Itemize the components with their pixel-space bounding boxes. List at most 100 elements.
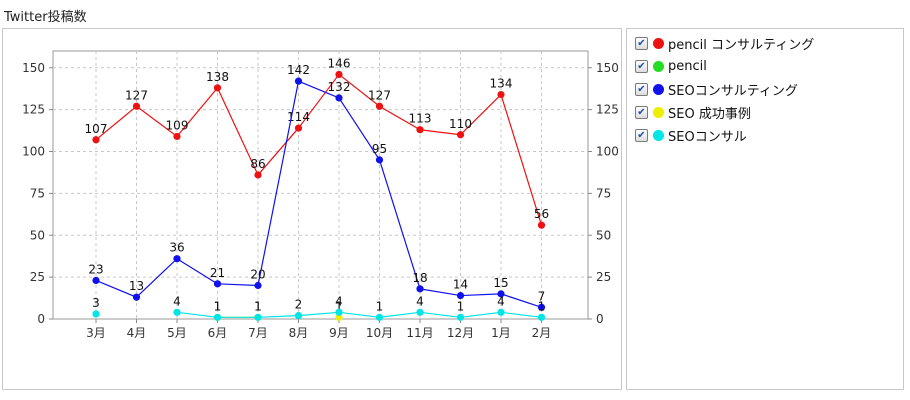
series-line-segment	[379, 311, 421, 318]
data-label: 114	[287, 110, 310, 124]
page-title: Twitter投稿数	[4, 10, 87, 25]
x-tick-label: 7月	[248, 326, 268, 340]
data-label: 86	[250, 157, 265, 171]
x-tick-label: 1月	[491, 326, 511, 340]
data-point	[254, 313, 262, 321]
legend-label: SEOコンサル	[668, 130, 747, 145]
data-label: 4	[497, 294, 505, 308]
series-line-segment	[500, 94, 543, 226]
data-label: 113	[409, 112, 432, 126]
x-tick-label: 4月	[127, 326, 147, 340]
data-label: 134	[490, 77, 513, 91]
y-tick-label-right: 150	[596, 61, 619, 75]
series-line-segment	[460, 293, 502, 297]
data-point	[537, 221, 546, 229]
data-point	[213, 84, 222, 92]
legend-item[interactable]: ✔ SEOコンサルティング	[635, 78, 903, 101]
data-label: 1	[457, 299, 465, 313]
data-label: 1	[214, 299, 222, 313]
series-line-segment	[419, 288, 461, 297]
series-line-segment	[176, 87, 218, 137]
series-line-segment	[419, 311, 461, 318]
x-tick-label: 11月	[406, 326, 433, 340]
data-point	[497, 290, 505, 298]
data-point	[335, 313, 343, 321]
series-line-segment	[338, 311, 380, 318]
data-label: 1	[254, 299, 262, 313]
y-tick-label-right: 25	[596, 270, 611, 284]
data-label: 36	[169, 241, 184, 255]
legend-color-dot-icon	[653, 107, 664, 118]
data-point	[456, 131, 465, 139]
data-point	[173, 255, 181, 263]
legend-color-dot-icon	[653, 38, 664, 49]
data-label: 1	[376, 299, 384, 313]
y-tick-label-left: 150	[22, 61, 45, 75]
data-point	[132, 102, 141, 110]
data-point	[213, 313, 222, 321]
y-tick-label-right: 75	[596, 186, 611, 200]
legend-item[interactable]: ✔ SEO 成功事例	[635, 101, 903, 124]
data-point	[416, 126, 424, 134]
data-label: 15	[493, 276, 508, 290]
data-point	[294, 312, 303, 320]
legend-item[interactable]: ✔ pencil コンサルティング	[635, 32, 903, 55]
data-point	[213, 280, 222, 288]
data-point	[92, 136, 100, 144]
data-point	[294, 77, 303, 85]
legend-checkbox[interactable]: ✔	[635, 37, 648, 50]
data-point	[537, 303, 546, 311]
x-tick-label: 5月	[167, 326, 187, 340]
legend-list: ✔ pencil コンサルティング ✔ pencil ✔ SEOコンサルティング ✔ SEO …	[635, 32, 903, 147]
series-line-segment	[216, 87, 259, 176]
y-tick-label-left: 0	[37, 312, 45, 326]
y-tick-label-left: 75	[30, 186, 45, 200]
legend-checkbox[interactable]: ✔	[635, 106, 648, 119]
data-label: 4	[416, 294, 424, 308]
series-line-segment	[95, 105, 137, 141]
y-tick-label-right: 125	[596, 103, 619, 117]
series-line-segment	[176, 311, 218, 318]
series-line-segment	[136, 105, 178, 137]
legend-checkbox[interactable]: ✔	[635, 60, 648, 73]
x-tick-label: 6月	[208, 326, 228, 340]
data-point	[375, 313, 384, 321]
data-label: 1	[214, 299, 222, 313]
data-point	[132, 293, 141, 301]
legend-checkbox[interactable]: ✔	[635, 129, 648, 142]
legend-item[interactable]: ✔ pencil	[635, 55, 903, 78]
legend-item[interactable]: ✔ SEOコンサル	[635, 124, 903, 147]
data-point	[456, 291, 465, 300]
data-point	[335, 70, 343, 79]
data-label: 13	[129, 279, 144, 293]
data-point	[456, 313, 465, 321]
legend-label: SEOコンサルティング	[668, 84, 798, 99]
series-line-segment	[500, 311, 542, 318]
legend-checkbox[interactable]: ✔	[635, 83, 648, 96]
data-label: 21	[210, 266, 225, 280]
data-label: 146	[328, 56, 351, 70]
legend-color-dot-icon	[653, 84, 664, 95]
data-point	[254, 281, 262, 290]
series-line-segment	[338, 97, 381, 161]
data-point	[173, 132, 181, 141]
series-line-segment	[379, 105, 421, 131]
series-line-segment	[378, 159, 421, 290]
series-line-segment	[257, 315, 299, 318]
data-point	[254, 171, 262, 179]
y-tick-label-left: 25	[30, 270, 45, 284]
legend-label: pencil コンサルティング	[668, 38, 815, 53]
data-point	[92, 310, 100, 318]
data-label: 132	[328, 80, 351, 94]
data-point	[173, 308, 181, 316]
series-line-segment	[460, 311, 502, 318]
legend-color-dot-icon	[653, 130, 664, 141]
data-label: 56	[534, 207, 549, 221]
x-tick-label: 9月	[329, 326, 349, 340]
data-label: 18	[412, 271, 427, 285]
data-label: 20	[250, 268, 265, 282]
data-label: 107	[85, 122, 108, 136]
data-point	[416, 285, 424, 293]
data-label: 138	[206, 70, 229, 84]
legend-label: SEO 成功事例	[668, 107, 751, 122]
